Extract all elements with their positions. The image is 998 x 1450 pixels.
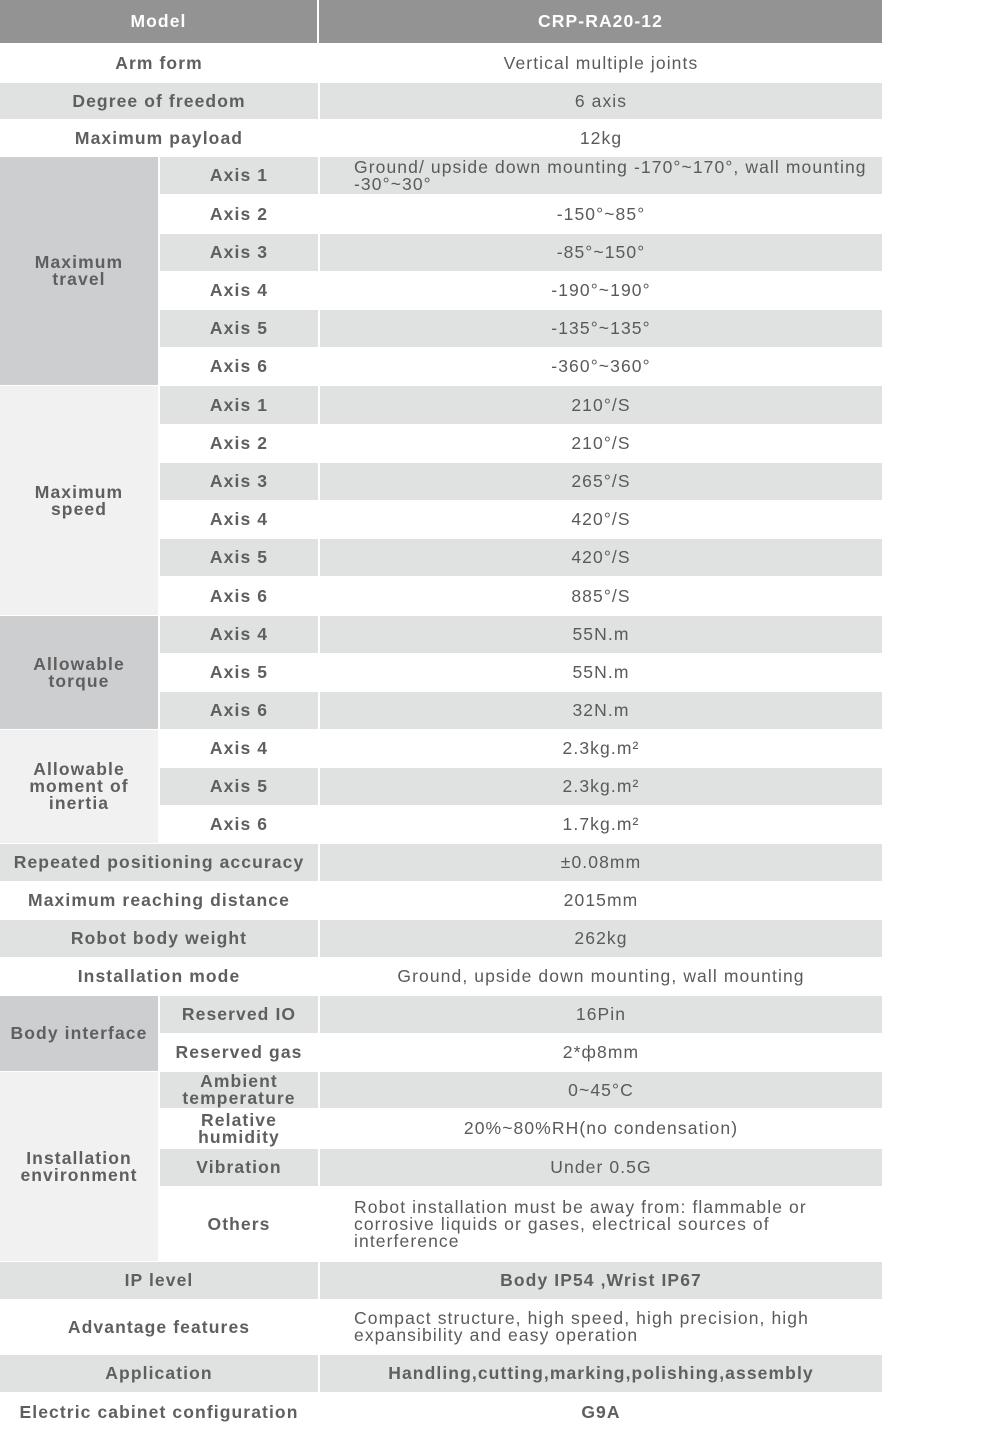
group-label: Body interface	[0, 996, 158, 1071]
spec-value: 210°/S	[320, 425, 882, 462]
spec-value: Compact structure, high speed, high prec…	[320, 1300, 882, 1354]
sub-label: Reserved gas	[160, 1034, 318, 1071]
spec-label: IP level	[0, 1262, 318, 1299]
spec-label: Robot body weight	[0, 920, 318, 957]
group-label: Allowable torque	[0, 616, 158, 729]
group-label: Maximum speed	[0, 386, 158, 615]
spec-value: 20%~80%RH(no condensation)	[320, 1109, 882, 1148]
spec-value: 12kg	[320, 120, 882, 156]
spec-value: 885°/S	[320, 577, 882, 615]
sub-label: Relative humidity	[160, 1109, 318, 1148]
spec-value: -150°~85°	[320, 195, 882, 233]
header-label: Model	[0, 0, 317, 43]
spec-value: 2*ф8mm	[320, 1034, 882, 1071]
spec-value: Ground, upside down mounting, wall mount…	[320, 958, 882, 995]
spec-value: Handling,cutting,marking,polishing,assem…	[320, 1355, 882, 1392]
spec-value: Ground/ upside down mounting -170°~170°,…	[320, 157, 882, 194]
group-label: Installation environment	[0, 1072, 158, 1261]
group-label: Maximum travel	[0, 157, 158, 385]
spec-label: Application	[0, 1355, 318, 1392]
sub-label: Axis 4	[160, 501, 318, 538]
sub-label: Axis 2	[160, 425, 318, 462]
spec-value: -360°~360°	[320, 348, 882, 385]
spec-value: 55N.m	[320, 654, 882, 691]
spec-value: 420°/S	[320, 539, 882, 576]
sub-label: Axis 5	[160, 310, 318, 347]
spec-value: Body IP54 ,Wrist IP67	[320, 1262, 882, 1299]
sub-label: Axis 4	[160, 272, 318, 309]
spec-value: 262kg	[320, 920, 882, 957]
header-model-value: CRP-RA20-12	[319, 0, 882, 43]
spec-label: Arm form	[0, 44, 318, 82]
sub-label: Axis 5	[160, 768, 318, 805]
spec-value: 55N.m	[320, 616, 882, 653]
sub-label: Axis 3	[160, 234, 318, 271]
group-label: Allowable moment of inertia	[0, 730, 158, 843]
sub-label: Axis 1	[160, 386, 318, 424]
spec-label: Maximum payload	[0, 120, 318, 156]
spec-label: Installation mode	[0, 958, 318, 995]
spec-value: -85°~150°	[320, 234, 882, 271]
spec-value: -190°~190°	[320, 272, 882, 309]
spec-value: 6 axis	[320, 83, 882, 119]
spec-value: 2015mm	[320, 882, 882, 919]
sub-label: Axis 6	[160, 692, 318, 729]
spec-value: G9A	[320, 1393, 882, 1431]
sub-label: Axis 5	[160, 539, 318, 576]
sub-label: Reserved IO	[160, 996, 318, 1033]
spec-value: 2.3kg.m²	[320, 730, 882, 767]
spec-value: 210°/S	[320, 386, 882, 424]
sub-label: Others	[160, 1187, 318, 1261]
sub-label: Axis 5	[160, 654, 318, 691]
sub-label: Axis 3	[160, 463, 318, 500]
spec-value: 32N.m	[320, 692, 882, 729]
spec-label: Degree of freedom	[0, 83, 318, 119]
sub-label: Axis 4	[160, 730, 318, 767]
spec-value: 0~45°C	[320, 1072, 882, 1108]
sub-label: Axis 6	[160, 806, 318, 843]
sub-label: Vibration	[160, 1149, 318, 1186]
spec-value: 1.7kg.m²	[320, 806, 882, 843]
sub-label: Axis 6	[160, 348, 318, 385]
sub-label: Axis 2	[160, 195, 318, 233]
spec-label: Maximum reaching distance	[0, 882, 318, 919]
sub-label: Axis 1	[160, 157, 318, 194]
spec-value: Vertical multiple joints	[320, 44, 882, 82]
spec-label: Electric cabinet configuration	[0, 1393, 318, 1431]
sub-label: Axis 6	[160, 577, 318, 615]
spec-value: Robot installation must be away from: fl…	[320, 1187, 882, 1261]
sub-label: Axis 4	[160, 616, 318, 653]
sub-label: Ambient temperature	[160, 1072, 318, 1108]
spec-value: Under 0.5G	[320, 1149, 882, 1186]
spec-value: 265°/S	[320, 463, 882, 500]
spec-value: ±0.08mm	[320, 844, 882, 881]
spec-value: -135°~135°	[320, 310, 882, 347]
spec-label: Advantage features	[0, 1300, 318, 1354]
spec-value: 16Pin	[320, 996, 882, 1033]
spec-value: 420°/S	[320, 501, 882, 538]
spec-label: Repeated positioning accuracy	[0, 844, 318, 881]
spec-value: 2.3kg.m²	[320, 768, 882, 805]
